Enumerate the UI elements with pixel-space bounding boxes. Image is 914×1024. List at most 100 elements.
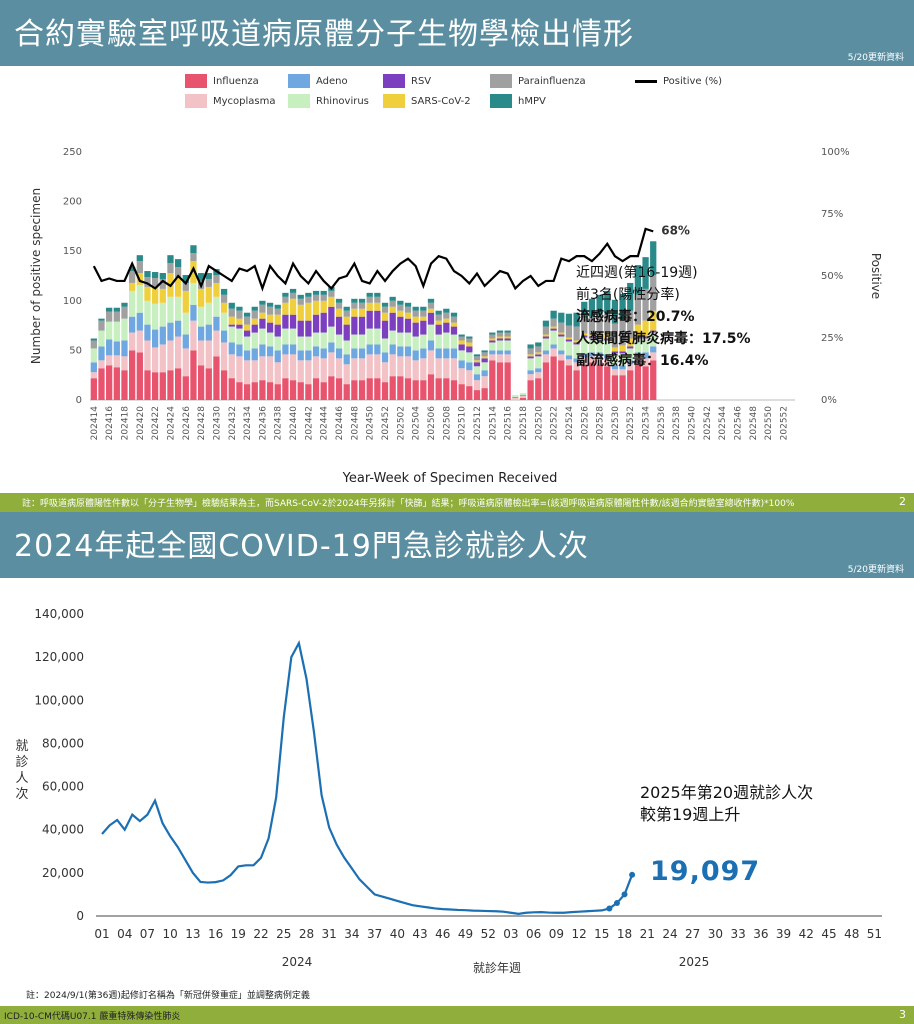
bar-segment	[274, 304, 281, 309]
bar-segment	[343, 340, 350, 355]
bar-segment	[205, 368, 212, 400]
bar-segment	[542, 334, 550, 337]
bar-segment	[251, 318, 258, 325]
bar-segment	[596, 338, 603, 353]
bar-segment	[312, 378, 320, 400]
bar-segment	[144, 271, 151, 277]
bar-segment	[351, 334, 358, 349]
bar-segment	[220, 294, 228, 303]
footer-note: 註：呼吸道病原體陽性件數以「分子生物學」檢驗結果為主，而SARS-CoV-2於2…	[22, 499, 795, 509]
bar-segment	[489, 350, 496, 355]
bar-segment	[542, 338, 550, 351]
bar-segment	[381, 320, 389, 339]
x-tick-label: 28	[299, 927, 314, 941]
bar-segment	[558, 350, 565, 355]
bar-segment	[144, 300, 151, 325]
bar-segment	[297, 360, 304, 383]
bar-segment	[481, 352, 488, 357]
legend-item: Influenza	[185, 74, 259, 90]
bar-segment	[236, 324, 243, 329]
bar-segment	[335, 358, 343, 379]
bar-segment	[121, 318, 128, 341]
y-axis-label-char: 次	[15, 786, 28, 802]
bar-segment	[489, 342, 496, 351]
bar-segment	[642, 338, 649, 353]
bar-segment	[182, 334, 189, 349]
bar-segment	[473, 380, 481, 391]
bar-segment	[289, 354, 297, 381]
bar-segment	[627, 348, 634, 361]
bar-segment	[151, 372, 159, 400]
bar-segment	[343, 316, 350, 325]
bar-segment	[213, 330, 220, 357]
bar-segment	[374, 344, 381, 355]
bar-segment	[412, 336, 419, 351]
bar-segment	[535, 372, 542, 379]
bar-segment	[259, 356, 266, 381]
bar-segment	[159, 302, 166, 327]
x-tick-label: 01	[94, 927, 109, 941]
x-tick-label: 202446	[335, 406, 345, 441]
bar-segment	[581, 335, 588, 338]
x-tick-label: 39	[776, 927, 791, 941]
bar-segment	[450, 358, 458, 381]
bar-segment	[289, 292, 297, 299]
bar-segment	[312, 356, 320, 379]
bar-segment	[90, 348, 97, 363]
bar-segment	[305, 292, 312, 297]
bar-segment	[542, 336, 550, 339]
bar-segment	[343, 384, 350, 400]
bar-segment	[420, 310, 427, 317]
bar-segment	[466, 338, 473, 343]
x-tick-label: 19	[231, 927, 246, 941]
x-tick-label: 07	[140, 927, 155, 941]
bar-segment	[358, 358, 366, 381]
bar-segment	[627, 282, 634, 311]
legend-item: Adeno	[288, 74, 348, 90]
stacked-bar-chart: 68% 0 50 100 150 200 250 0% 25% 50% 75% 100% Number…	[29, 147, 883, 486]
x-tick-label: 202516	[504, 406, 514, 441]
bar-segment	[420, 316, 427, 321]
bar-segment	[236, 382, 243, 400]
bar-segment	[581, 333, 588, 336]
x-tick-label: 202518	[519, 406, 529, 441]
bar-segment	[466, 342, 473, 347]
x-tick-label: 24	[662, 927, 677, 941]
bar-segment	[190, 253, 197, 262]
bar-segment	[151, 347, 159, 373]
bar-segment	[228, 326, 235, 343]
bar-segment	[404, 302, 412, 307]
bar-segment	[435, 314, 442, 321]
x-tick-label: 202510	[458, 406, 468, 441]
bar-segment	[243, 384, 251, 400]
bar-segment	[519, 398, 527, 400]
x-tick-label: 06	[526, 927, 541, 941]
bar-segment	[167, 296, 174, 323]
bar-segment	[351, 316, 358, 335]
bar-segment	[504, 336, 511, 339]
bar-segment	[596, 334, 603, 337]
bar-segment	[389, 306, 396, 313]
bar-segment	[289, 380, 297, 400]
bar-segment	[404, 332, 412, 347]
bar-segment	[305, 320, 312, 337]
y2-tick-label: 50%	[821, 271, 843, 282]
bar-segment	[458, 360, 465, 369]
bar-segment	[289, 328, 297, 345]
bar-segment	[136, 261, 143, 274]
bar-segment	[435, 320, 442, 325]
bar-segment	[604, 358, 611, 367]
bar-segment	[397, 300, 404, 305]
data-point-marker	[613, 900, 620, 907]
bar-segment	[642, 320, 649, 337]
bar-segment	[174, 296, 182, 321]
bar-segment	[144, 286, 151, 301]
bar-segment	[427, 312, 435, 325]
bar-segment	[228, 316, 235, 325]
bar-segment	[228, 324, 235, 327]
bar-segment	[527, 348, 534, 355]
bar-segment	[328, 342, 335, 353]
bar-segment	[435, 334, 442, 349]
y-axis-label-char: 診	[15, 754, 28, 770]
bar-segment	[366, 328, 373, 345]
